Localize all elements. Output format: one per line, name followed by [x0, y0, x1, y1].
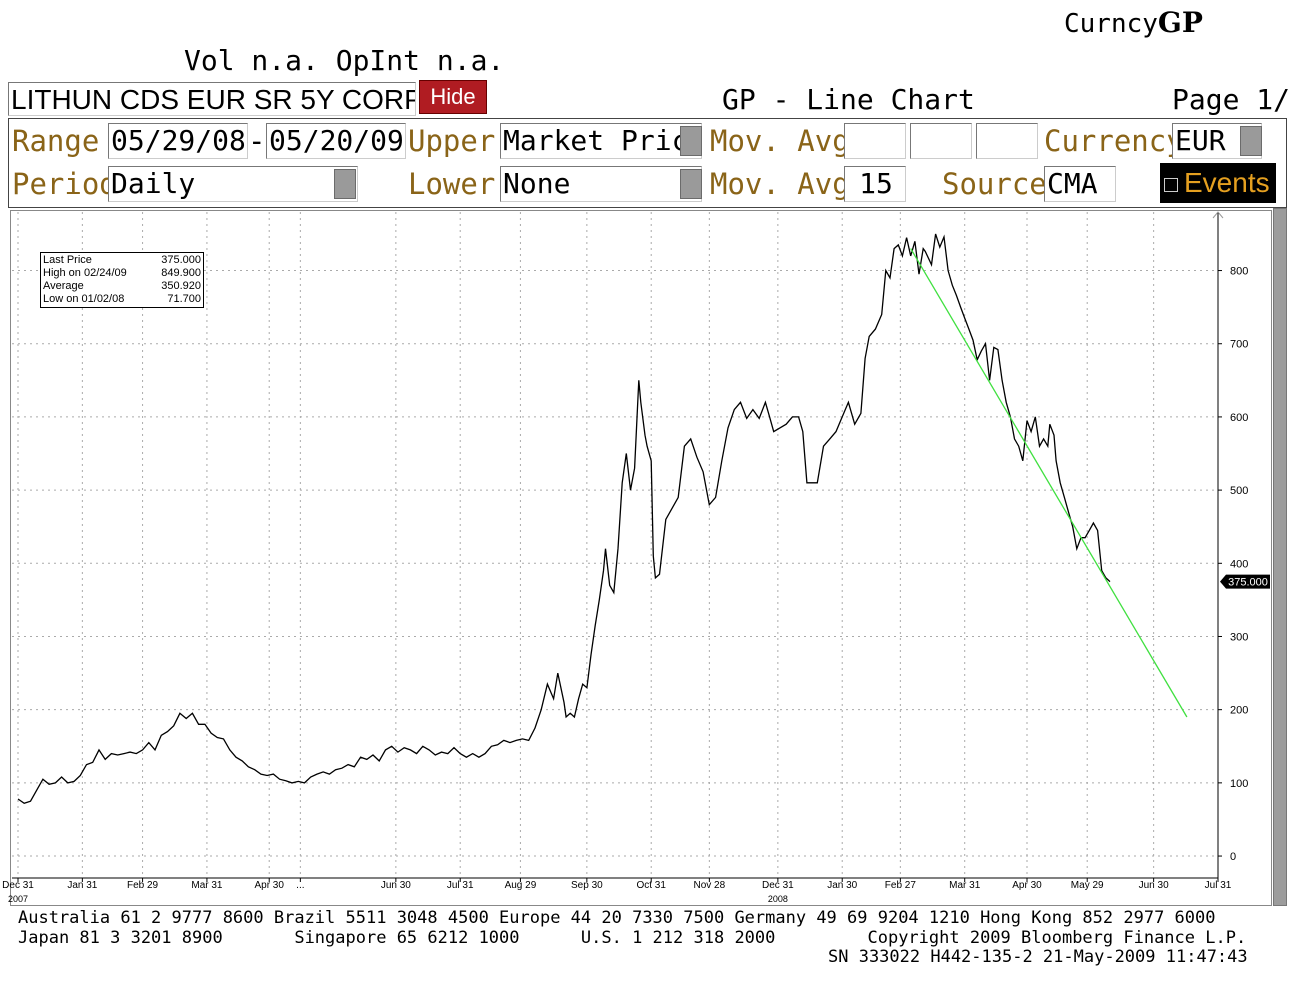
- axis-arrow-icon: [1212, 211, 1224, 219]
- vol-openint-line: Vol n.a. OpInt n.a.: [184, 44, 505, 77]
- mov-avg-label-1: Mov. Avg: [710, 124, 850, 158]
- legend-row-low: Low on 01/02/08 71.700: [43, 293, 201, 305]
- lower-select[interactable]: None: [500, 166, 702, 202]
- chart-frame: [10, 210, 1272, 906]
- period-label: Period: [12, 167, 117, 201]
- footer-contacts-1: Australia 61 2 9777 8600 Brazil 5511 304…: [18, 908, 1216, 928]
- x-tick-label: Jan 30: [827, 880, 857, 891]
- events-label: Events: [1184, 167, 1270, 198]
- page-indicator: Page 1/: [1172, 83, 1291, 116]
- trend-line: [910, 248, 1188, 718]
- x-tick-label: Feb 27: [885, 880, 917, 891]
- y-tick-label: 500: [1230, 485, 1248, 497]
- legend-row-high: High on 02/24/09 849.900: [43, 267, 201, 279]
- x-tick-label: Jan 31: [67, 880, 97, 891]
- hide-button[interactable]: Hide: [419, 80, 487, 114]
- y-tick-label: 100: [1230, 778, 1248, 790]
- range-label: Range: [12, 124, 100, 158]
- x-tick-label: Apr 30: [1012, 880, 1042, 891]
- series-layer: [17, 233, 1188, 805]
- footer-serial: SN 333022 H442-135-2 21-May-2009 11:47:4…: [828, 947, 1248, 967]
- source-field[interactable]: CMA: [1044, 166, 1116, 202]
- y-tick-label: 700: [1230, 339, 1248, 351]
- y-tick-label: 200: [1230, 705, 1248, 717]
- range-start-field[interactable]: 05/29/08: [108, 123, 248, 159]
- x-tick-label: ...: [296, 880, 304, 891]
- chart-type-title: GP - Line Chart: [722, 83, 975, 116]
- x-tick-label: Feb 29: [127, 880, 159, 891]
- controls-panel: [8, 118, 1287, 208]
- year-label: 2007: [8, 894, 28, 904]
- events-button[interactable]: Events: [1160, 163, 1276, 203]
- x-tick-label: Sep 30: [571, 880, 603, 891]
- vertical-scrollbar[interactable]: [1273, 208, 1287, 906]
- source-label: Source: [942, 167, 1047, 201]
- currency-label: Currency: [1044, 124, 1184, 158]
- range-end-field[interactable]: 05/20/09: [266, 123, 406, 159]
- events-checkbox-icon[interactable]: [1164, 177, 1178, 192]
- x-tick-label: Jul 31: [447, 880, 474, 891]
- mov-avg-period-field[interactable]: 15: [844, 166, 906, 202]
- x-tick-label: Aug 29: [505, 880, 537, 891]
- y-tick-label: 600: [1230, 412, 1248, 424]
- x-tick-label: Dec 31: [762, 880, 794, 891]
- mov-avg-field-3[interactable]: [976, 123, 1038, 159]
- function-brand: CurncyGP: [1064, 6, 1203, 41]
- security-field[interactable]: LITHUN CDS EUR SR 5Y CORP: [8, 82, 416, 116]
- axis-labels: 0 100 200 300 400 500 600 700 800 Dec 31 Jan 31 Feb…: [2, 266, 1270, 904]
- x-tick-label: Mar 31: [949, 880, 981, 891]
- mov-avg-field-2[interactable]: [910, 123, 972, 159]
- upper-dropdown-button[interactable]: [680, 126, 702, 156]
- x-tick-label: Jun 30: [1139, 880, 1169, 891]
- lower-label: Lower: [408, 167, 496, 201]
- year-label: 2008: [768, 894, 788, 904]
- footer-contacts-2: Japan 81 3 3201 8900 Singapore 65 6212 1…: [18, 928, 1247, 948]
- x-tick-label: Jul 31: [1205, 880, 1232, 891]
- upper-label: Upper: [408, 124, 496, 158]
- x-tick-label: Oct 31: [636, 880, 666, 891]
- legend-row-last: Last Price 375.000: [43, 254, 201, 266]
- currency-select[interactable]: EUR: [1172, 123, 1262, 159]
- x-tick-label: Mar 31: [191, 880, 223, 891]
- y-tick-label: 300: [1230, 631, 1248, 643]
- x-tick-label: Nov 28: [694, 880, 726, 891]
- period-select[interactable]: Daily: [108, 166, 358, 202]
- mov-avg-field-1[interactable]: [844, 123, 906, 159]
- last-price-label: 375.000: [1228, 577, 1268, 589]
- stats-legend: Last Price 375.000 High on 02/24/09 849.90…: [40, 252, 204, 308]
- x-tick-label: Apr 30: [254, 880, 284, 891]
- period-dropdown-button[interactable]: [334, 169, 356, 199]
- y-tick-label: 400: [1230, 558, 1248, 570]
- chart-axes: [12, 211, 1224, 882]
- x-tick-label: May 29: [1071, 880, 1104, 891]
- lower-dropdown-button[interactable]: [680, 169, 702, 199]
- range-separator: -: [248, 124, 266, 158]
- brand-suffix: GP: [1157, 6, 1203, 39]
- price-line: [17, 233, 1111, 805]
- y-tick-label: 800: [1230, 266, 1248, 278]
- chart-grid: [12, 212, 1219, 878]
- last-price-marker: [1220, 574, 1270, 589]
- currency-dropdown-button[interactable]: [1240, 126, 1262, 156]
- brand-prefix: Curncy: [1064, 9, 1158, 39]
- x-tick-label: Jun 30: [381, 880, 411, 891]
- y-tick-label: 0: [1230, 851, 1236, 863]
- x-tick-label: Dec 31: [2, 880, 34, 891]
- mov-avg-label-2: Mov. Avg: [710, 167, 850, 201]
- legend-row-average: Average 350.920: [43, 280, 201, 292]
- upper-select[interactable]: Market Price: [500, 123, 702, 159]
